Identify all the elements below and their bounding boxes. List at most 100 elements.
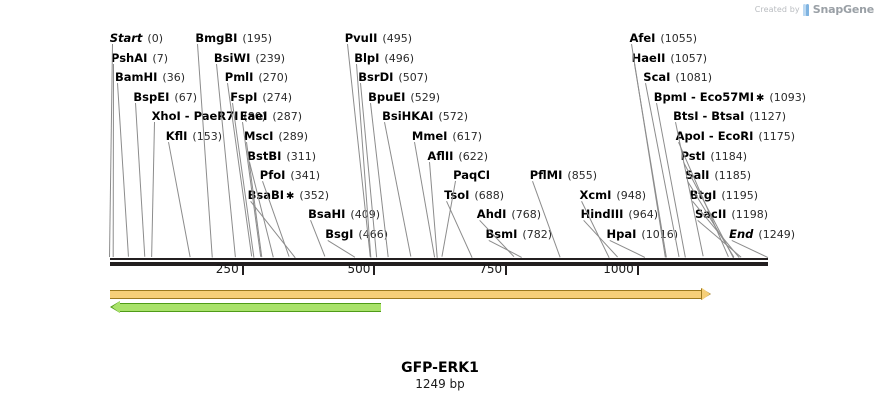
- site-position: (1249): [758, 228, 795, 241]
- snapgene-credit: Created by SnapGene: [755, 3, 874, 16]
- site-name: BlpI: [354, 50, 380, 65]
- restriction-site-label[interactable]: AfeI (1055): [629, 32, 697, 45]
- restriction-site-label[interactable]: BsmI (782): [486, 228, 552, 241]
- leader-line: [168, 142, 191, 258]
- restriction-site-label[interactable]: Start (0): [110, 32, 163, 45]
- site-position: (1198): [731, 208, 768, 222]
- site-name: BpmI - Eco57MI: [653, 89, 755, 104]
- site-name: AfeI: [629, 31, 656, 45]
- restriction-site-label[interactable]: AhdI (768): [477, 208, 541, 221]
- leader-line: [446, 200, 473, 258]
- restriction-site-label[interactable]: BsiWI (239): [214, 52, 285, 65]
- site-position: (80): [243, 110, 266, 124]
- site-name: ScaI: [643, 70, 671, 85]
- site-name: Start: [109, 31, 143, 45]
- site-position: (0): [147, 32, 163, 45]
- restriction-site-label[interactable]: BsiHKAI (572): [382, 110, 468, 123]
- site-name: KflI: [165, 129, 188, 143]
- restriction-site-label[interactable]: BtsI - BtsaI (1127): [673, 110, 786, 123]
- restriction-site-label[interactable]: MmeI (617): [412, 130, 482, 143]
- site-name: HpaI: [606, 227, 637, 241]
- restriction-site-label[interactable]: ScaI (1081): [643, 71, 712, 84]
- site-name: BmgBI: [195, 31, 238, 45]
- restriction-site-label[interactable]: TsoI (688): [444, 189, 504, 202]
- ruler-tick: [636, 266, 639, 275]
- site-position: (496): [384, 51, 414, 65]
- restriction-site-label[interactable]: XhoI - PaeR7I (80): [152, 110, 266, 123]
- restriction-site-label[interactable]: ApoI - EcoRI (1175): [676, 130, 795, 143]
- site-name: BsiHKAI: [382, 109, 434, 124]
- leader-line: [135, 102, 146, 258]
- restriction-site-label[interactable]: BlpI (496): [354, 52, 414, 65]
- credit-prefix-label: Created by: [754, 5, 800, 14]
- restriction-site-label[interactable]: BsrDI (507): [358, 71, 428, 84]
- restriction-site-label[interactable]: PshAI (7): [111, 52, 168, 65]
- site-name: PmlI: [224, 70, 254, 85]
- site-position: (782): [522, 228, 552, 241]
- ruler-tick: [241, 266, 244, 275]
- restriction-site-label[interactable]: BstBI (311): [247, 150, 316, 163]
- site-name: BsrDI: [358, 70, 394, 85]
- site-name: HindIII: [580, 207, 624, 222]
- site-name: FspI: [230, 89, 258, 104]
- leader-line: [310, 220, 326, 258]
- site-name: PflMI: [529, 168, 563, 183]
- restriction-site-label[interactable]: KflI (153): [166, 130, 222, 143]
- site-name: BsgI: [325, 227, 354, 241]
- leader-line: [112, 63, 114, 257]
- site-name: ApoI - EcoRI: [675, 129, 754, 143]
- leader-line: [327, 240, 356, 258]
- site-position: (352): [299, 188, 329, 202]
- feature-arrowhead-right-icon: [702, 288, 711, 300]
- site-position: (289): [278, 130, 308, 143]
- site-name: BspEI: [133, 89, 170, 104]
- restriction-site-label[interactable]: BamHI (36): [115, 71, 185, 84]
- restriction-site-label[interactable]: BsaHI(409): [308, 208, 380, 221]
- site-position: (495): [382, 32, 412, 45]
- restriction-site-label[interactable]: PvuII (495): [345, 32, 412, 45]
- site-position: (1016): [641, 228, 678, 241]
- restriction-site-label[interactable]: FspI (274): [230, 91, 292, 104]
- restriction-site-label[interactable]: BmgBI (195): [195, 32, 272, 45]
- restriction-site-label[interactable]: BspEI (67): [133, 91, 197, 104]
- restriction-site-label[interactable]: XcmI (948): [579, 189, 646, 202]
- site-name: AflII: [427, 148, 454, 163]
- restriction-site-label[interactable]: HpaI (1016): [607, 228, 678, 241]
- restriction-site-label[interactable]: BpuEI (529): [368, 91, 440, 104]
- ruler-tick-label: 1000: [603, 262, 634, 276]
- site-position: (964): [628, 208, 658, 222]
- restriction-site-label[interactable]: PmlI (270): [225, 71, 288, 84]
- orange-feature-arrow[interactable]: [110, 288, 711, 300]
- restriction-site-label[interactable]: PfoI (341): [260, 169, 320, 182]
- site-star-icon: ✱: [756, 92, 765, 104]
- site-name: XcmI: [579, 187, 612, 202]
- restriction-site-label[interactable]: PflMI (855): [530, 169, 597, 182]
- site-position: (1055): [660, 32, 697, 45]
- restriction-site-label[interactable]: HaeII (1057): [632, 52, 707, 65]
- site-name: HaeII: [631, 50, 666, 65]
- restriction-site-label[interactable]: PaqCI: [453, 169, 490, 181]
- restriction-site-label[interactable]: PstI (1184): [681, 150, 747, 163]
- restriction-site-label[interactable]: SacII(1198): [695, 208, 768, 221]
- sequence-ruler: [110, 258, 768, 275]
- site-position: (1184): [710, 149, 747, 163]
- site-position: (622): [458, 149, 488, 163]
- restriction-site-label[interactable]: HindIII (964): [581, 208, 658, 221]
- ruler-tick: [505, 266, 508, 275]
- site-position: (572): [438, 110, 468, 124]
- restriction-site-label[interactable]: BpmI - Eco57MI ✱ (1093): [654, 91, 806, 105]
- restriction-site-label[interactable]: End (1249): [729, 228, 795, 241]
- ruler-tick-label: 500: [347, 262, 371, 276]
- restriction-site-label[interactable]: MscI (289): [244, 130, 308, 143]
- green-feature-arrow[interactable]: [110, 301, 382, 313]
- restriction-site-label[interactable]: AflII (622): [427, 150, 488, 163]
- restriction-site-label[interactable]: BsgI(466): [325, 228, 388, 241]
- sequence-length-label: 1249 bp: [415, 377, 465, 391]
- site-position: (239): [255, 51, 285, 65]
- restriction-site-label[interactable]: EaeI (287): [240, 110, 302, 123]
- site-position: (768): [511, 208, 541, 222]
- site-position: (36): [162, 71, 185, 85]
- site-position: (855): [567, 169, 597, 183]
- site-name: TsoI: [444, 187, 470, 202]
